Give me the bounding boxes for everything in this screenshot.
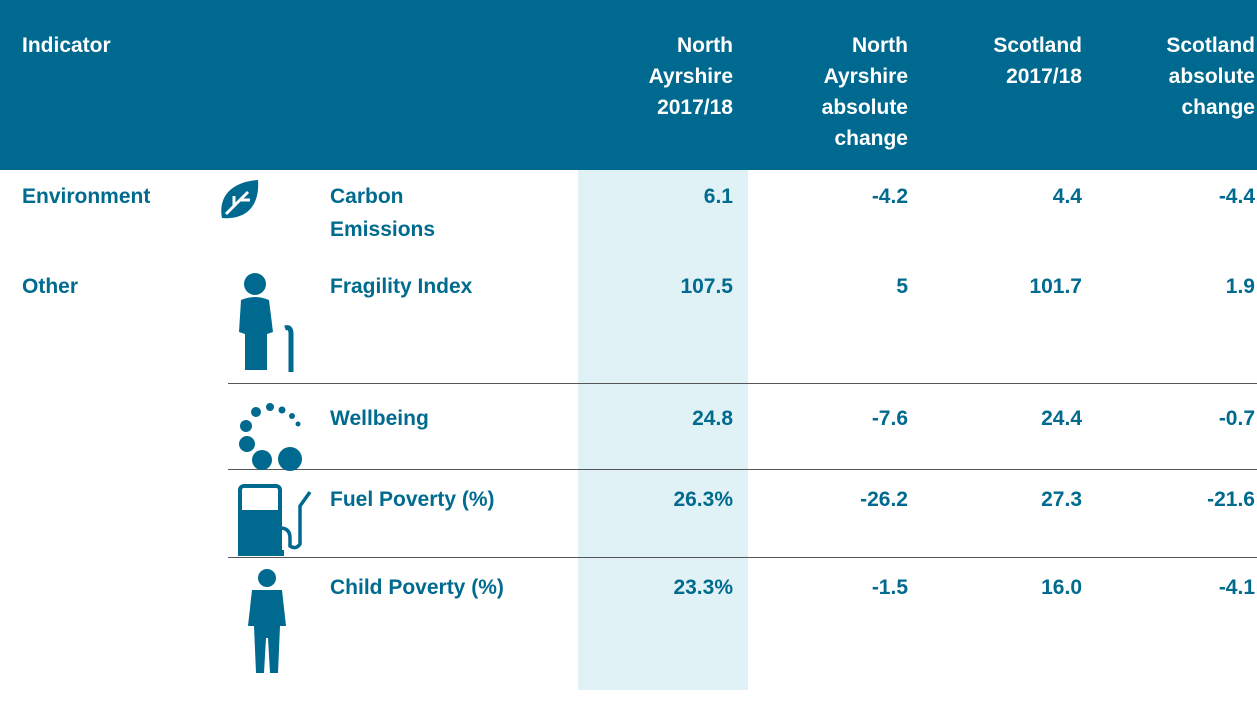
value-cell: -4.2 (871, 185, 908, 208)
indicator-label: Fuel Poverty (%) (330, 488, 495, 511)
group-label: Other (22, 275, 79, 298)
row-separator (228, 383, 1257, 384)
value-cell: -4.1 (1218, 576, 1255, 599)
value-cell: 5 (896, 275, 908, 298)
child-icon (248, 569, 286, 673)
value-cell: 16.0 (1041, 576, 1082, 599)
row-separator (228, 469, 1257, 470)
value-cell: 4.4 (1052, 185, 1082, 208)
row-separator (228, 557, 1257, 558)
value-cell: -4.4 (1218, 185, 1255, 208)
value-cell: -26.2 (860, 488, 908, 511)
indicator-label: Carbon Emissions (330, 185, 436, 241)
value-cell: 26.3% (673, 488, 733, 511)
header-cell: North Ayrshire 2017/18 (648, 34, 733, 119)
fuel-icon (238, 484, 312, 556)
value-cell: -7.6 (871, 407, 908, 430)
value-cell: -0.7 (1218, 407, 1255, 430)
header-cell: North Ayrshire absolute change (821, 34, 908, 150)
indicator-label: Fragility Index (330, 275, 473, 298)
value-cell: 101.7 (1029, 275, 1082, 298)
value-cell: 1.9 (1225, 275, 1255, 298)
value-cell: 6.1 (703, 185, 733, 208)
indicator-label: Wellbeing (330, 407, 429, 430)
value-cell: 24.4 (1041, 407, 1082, 430)
header-cell: Scotland 2017/18 (993, 34, 1082, 88)
header-cell: Scotland absolute change (1166, 34, 1255, 119)
group-label: Environment (22, 185, 151, 208)
value-cell: 24.8 (692, 407, 733, 430)
value-cell: -1.5 (871, 576, 908, 599)
wellbeing-icon (239, 403, 302, 471)
value-cell: 107.5 (680, 275, 733, 298)
value-cell: 23.3% (673, 576, 733, 599)
highlight-column (578, 170, 748, 690)
leaf-icon (221, 180, 259, 219)
header-cell: Indicator (22, 34, 111, 57)
value-cell: -21.6 (1207, 488, 1255, 511)
value-cell: 27.3 (1041, 488, 1082, 511)
header-band (0, 0, 1257, 170)
elderly-icon (239, 273, 294, 372)
indicator-label: Child Poverty (%) (330, 576, 504, 599)
